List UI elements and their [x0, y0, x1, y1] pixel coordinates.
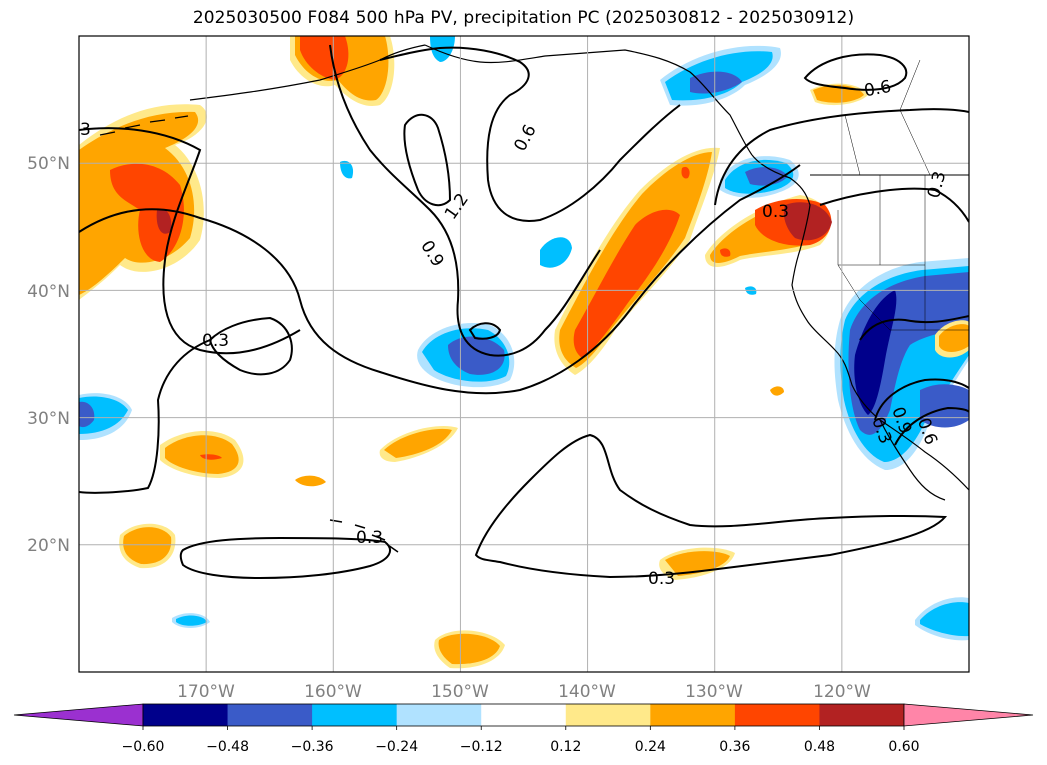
precip-negative-region — [690, 71, 742, 94]
lon-tick-label: 140°W — [558, 682, 616, 702]
colorbar-tick-label: 0.36 — [719, 739, 750, 755]
colorbar-tick-label: −0.60 — [122, 739, 165, 755]
lon-tick-label: 170°W — [177, 682, 235, 702]
lon-tick-labels: 170°W 160°W 150°W 140°W 130°W 120°W — [177, 682, 871, 702]
pv-contour-label: 0.3 — [356, 528, 383, 548]
precip-positive-region — [110, 163, 184, 262]
pv-contour-line — [79, 339, 211, 494]
precip-positive-region — [200, 454, 222, 460]
pv-contour-line — [329, 44, 601, 357]
lat-tick-label: 30°N — [27, 409, 70, 429]
colorbar-bin — [819, 704, 905, 726]
alaska-coastline — [424, 44, 753, 156]
precip-positive-region — [438, 633, 500, 665]
lon-tick-label: 130°W — [685, 682, 743, 702]
pv-contour-line — [803, 53, 908, 91]
precip-shading — [79, 36, 969, 669]
pv-contour-line — [474, 433, 948, 579]
precip-negative-region — [79, 396, 128, 434]
map-panel: 3 0.6 1.2 0.9 0.3 0.6 0.3 0.3 0.3 0.9 0.… — [78, 35, 970, 673]
pv-contour-line — [79, 164, 801, 395]
colorbar-tick-label: −0.48 — [206, 739, 249, 755]
precip-negative-region — [920, 384, 969, 428]
precip-positive-region — [295, 475, 326, 487]
lon-tick-label: 120°W — [813, 682, 871, 702]
baja-coastline — [879, 419, 946, 501]
pv-contour-line — [714, 108, 969, 206]
precip-positive-region — [300, 36, 349, 80]
precip-negative-region — [430, 36, 455, 62]
precip-positive-region — [384, 428, 452, 458]
colorbar-tick-label: −0.36 — [291, 739, 334, 755]
precip-positive-region — [573, 209, 680, 358]
precip-negative-region — [540, 237, 572, 268]
us-state-borders — [837, 175, 969, 331]
colorbar-tick-label: −0.12 — [460, 739, 503, 755]
pv-contour-line — [403, 113, 452, 207]
aleutian-islands — [99, 115, 189, 136]
colorbar-bin — [312, 704, 398, 726]
coastlines — [99, 44, 969, 553]
precip-negative-region — [176, 615, 207, 626]
precip-positive-region — [156, 209, 172, 234]
precip-positive-region — [681, 166, 690, 179]
north-america-coastline — [751, 154, 969, 491]
colorbar-over-triangle — [903, 703, 1034, 727]
colorbar: −0.60 −0.48 −0.36 −0.24 −0.12 0.12 0.24 0.36 0.4… — [13, 703, 1034, 755]
gridlines — [79, 36, 969, 672]
pv-contour-line — [859, 315, 969, 341]
precip-positive-region — [770, 386, 784, 396]
lat-tick-labels: 50°N 40°N 30°N 20°N — [27, 154, 70, 556]
pv-contour-label: 0.3 — [202, 331, 229, 351]
colorbar-bin — [481, 704, 567, 726]
lon-tick-label: 150°W — [431, 682, 489, 702]
colorbar-bin — [227, 704, 313, 726]
colorbar-bin — [650, 704, 736, 726]
precip-positive-region — [939, 324, 969, 352]
precip-positive-region — [165, 435, 239, 474]
lat-tick-label: 20°N — [27, 536, 70, 556]
precip-positive-region — [123, 527, 172, 565]
pv-contour-line — [894, 406, 969, 446]
pv-contour-line — [379, 46, 681, 222]
map-frame — [78, 35, 970, 673]
colorbar-tick-label: 0.60 — [888, 739, 919, 755]
colorbar-tick-label: 0.48 — [804, 739, 835, 755]
chart-title: 2025030500 F084 500 hPa PV, precipitatio… — [192, 8, 855, 28]
precip-positive-region — [665, 551, 730, 576]
lat-tick-label: 50°N — [27, 154, 70, 174]
colorbar-bin — [143, 704, 229, 726]
colorbar-tick-label: −0.24 — [375, 739, 418, 755]
pv-contours — [79, 44, 969, 580]
alaska-coastline — [189, 44, 426, 101]
pv-contour-line — [819, 187, 969, 223]
colorbar-bin — [565, 704, 651, 726]
precip-positive-region — [720, 248, 731, 257]
pv-contour-line — [874, 378, 969, 421]
pv-contour-label: 0.3 — [762, 202, 789, 222]
colorbar-tick-label: 0.24 — [635, 739, 666, 755]
pv-contour-line — [468, 322, 502, 340]
colorbar-bin — [734, 704, 820, 726]
precip-negative-region — [79, 401, 95, 428]
colorbar-tick-label: 0.12 — [550, 739, 581, 755]
colorbar-bin — [396, 704, 482, 726]
pv-contour-label: 0.6 — [863, 77, 893, 101]
pv-contour-line — [79, 127, 301, 355]
precip-negative-region — [920, 602, 969, 637]
precip-positive-region — [783, 202, 832, 241]
lat-tick-label: 40°N — [27, 282, 70, 302]
pv-contour-label: 0.3 — [648, 569, 675, 589]
pv-contour-line — [208, 316, 293, 376]
precip-negative-region — [340, 160, 354, 179]
pv-contour-label: 3 — [80, 120, 91, 140]
hawaii-islands — [329, 519, 399, 553]
precip-negative-region — [448, 336, 505, 375]
colorbar-under-triangle — [13, 703, 144, 727]
pv-contour-line — [179, 536, 391, 580]
lon-tick-label: 160°W — [304, 682, 362, 702]
